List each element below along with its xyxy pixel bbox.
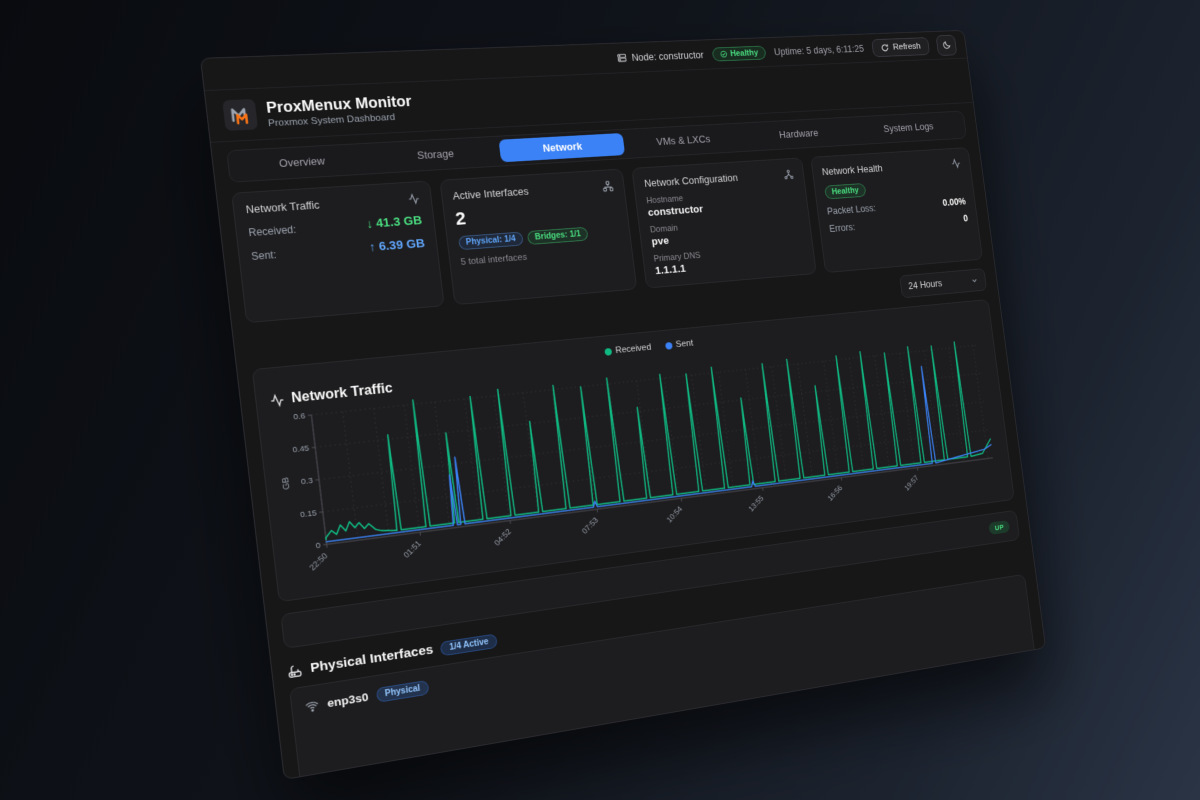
packet-loss-label: Packet Loss: [826, 202, 877, 217]
svg-text:GB: GB [280, 477, 291, 491]
received-label: Received: [247, 223, 297, 239]
wifi-icon [304, 698, 320, 714]
refresh-button[interactable]: Refresh [871, 36, 930, 57]
svg-text:0.15: 0.15 [300, 508, 318, 520]
svg-text:0.6: 0.6 [293, 411, 306, 422]
interface-type-badge: Physical [375, 679, 430, 703]
health-status-badge: Healthy [711, 45, 767, 62]
header-text: ProxMenux Monitor Proxmox System Dashboa… [265, 92, 414, 128]
card-active-interfaces: Active Interfaces 2 Physical: 1/4 Bridge… [439, 168, 638, 306]
packet-loss-value: 0.00% [941, 196, 967, 209]
received-value: ↓ 41.3 GB [365, 214, 423, 232]
svg-text:0.3: 0.3 [300, 475, 313, 486]
up-status-badge: UP [988, 520, 1011, 535]
card-title: Active Interfaces [452, 185, 530, 203]
card-network-configuration: Network Configuration Hostname construct… [631, 157, 817, 289]
router-icon [286, 663, 303, 680]
node-indicator: Node: constructor [616, 49, 704, 63]
tab-vms-lxcs[interactable]: VMs & LXCs [655, 133, 711, 148]
time-range-value: 24 Hours [907, 277, 943, 292]
card-network-health: Network Health Healthy Packet Loss: 0.00… [809, 147, 983, 274]
time-range-select[interactable]: 24 Hours [899, 268, 988, 299]
tab-hardware[interactable]: Hardware [778, 127, 819, 141]
main-content: Network Traffic Received: ↓ 41.3 GB Sent… [216, 138, 1046, 780]
logo-m-icon [227, 103, 253, 126]
svg-text:04:52: 04:52 [492, 527, 513, 548]
activity-icon [270, 393, 284, 408]
errors-label: Errors: [828, 221, 856, 235]
svg-text:22:50: 22:50 [307, 551, 329, 573]
physical-count-badge: Physical: 1/4 [457, 231, 524, 251]
errors-value: 0 [962, 213, 969, 224]
legend-item-received: Received [604, 342, 652, 356]
dashboard-window: Node: constructor Healthy Uptime: 5 days… [200, 30, 1047, 780]
network-traffic-chart-card: Received Sent Network Traffic 0 0.15 0.3 0.4… [251, 299, 1015, 603]
svg-text:16:56: 16:56 [826, 483, 844, 502]
sent-label: Sent: [250, 248, 278, 263]
tab-system-logs[interactable]: System Logs [882, 121, 935, 135]
card-title: Network Configuration [643, 172, 739, 190]
interface-name: enp3s0 [326, 690, 370, 710]
legend-dot [604, 347, 613, 356]
svg-text:13:55: 13:55 [747, 494, 766, 514]
proxmenux-logo [222, 98, 259, 131]
health-card-badge: Healthy [823, 183, 867, 200]
tab-overview[interactable]: Overview [278, 155, 326, 170]
uptime-label: Uptime: 5 days, 6:11:25 [773, 43, 865, 58]
card-network-traffic: Network Traffic Received: ↓ 41.3 GB Sent… [231, 180, 445, 324]
dark-mode-toggle[interactable] [935, 34, 958, 56]
svg-text:07:53: 07:53 [580, 515, 600, 535]
active-interfaces-count: 2 [454, 207, 467, 229]
bridges-count-badge: Bridges: 1/1 [526, 226, 589, 245]
node-label: Node: constructor [631, 49, 705, 63]
refresh-icon [880, 43, 889, 52]
active-count-badge: 1/4 Active [440, 633, 498, 656]
chart-title: Network Traffic [269, 322, 983, 409]
total-interfaces-label: 5 total interfaces [460, 252, 528, 268]
tab-network[interactable]: Network [498, 133, 626, 163]
moon-icon [941, 40, 951, 50]
sent-value: ↑ 6.39 GB [368, 237, 426, 255]
legend-dot [664, 341, 673, 350]
svg-text:0: 0 [315, 540, 321, 550]
tab-storage[interactable]: Storage [416, 148, 455, 162]
svg-text:10:54: 10:54 [665, 504, 684, 524]
server-icon [616, 53, 627, 64]
svg-text:19:57: 19:57 [903, 473, 920, 492]
check-circle-icon [719, 50, 727, 58]
svg-text:0.45: 0.45 [292, 443, 310, 454]
card-title: Network Traffic [245, 199, 321, 216]
topology-icon [782, 169, 794, 180]
network-traffic-chart: 0 0.15 0.3 0.45 0.6 GB 22:50 01:51 04:52 07:53 10:… [280, 338, 1004, 573]
card-title: Network Health [821, 163, 884, 178]
network-nodes-icon [602, 180, 614, 192]
activity-icon [951, 158, 962, 169]
activity-icon [407, 193, 420, 205]
chevron-down-icon [970, 276, 978, 285]
legend-item-sent: Sent [664, 338, 694, 350]
svg-text:01:51: 01:51 [401, 538, 422, 559]
